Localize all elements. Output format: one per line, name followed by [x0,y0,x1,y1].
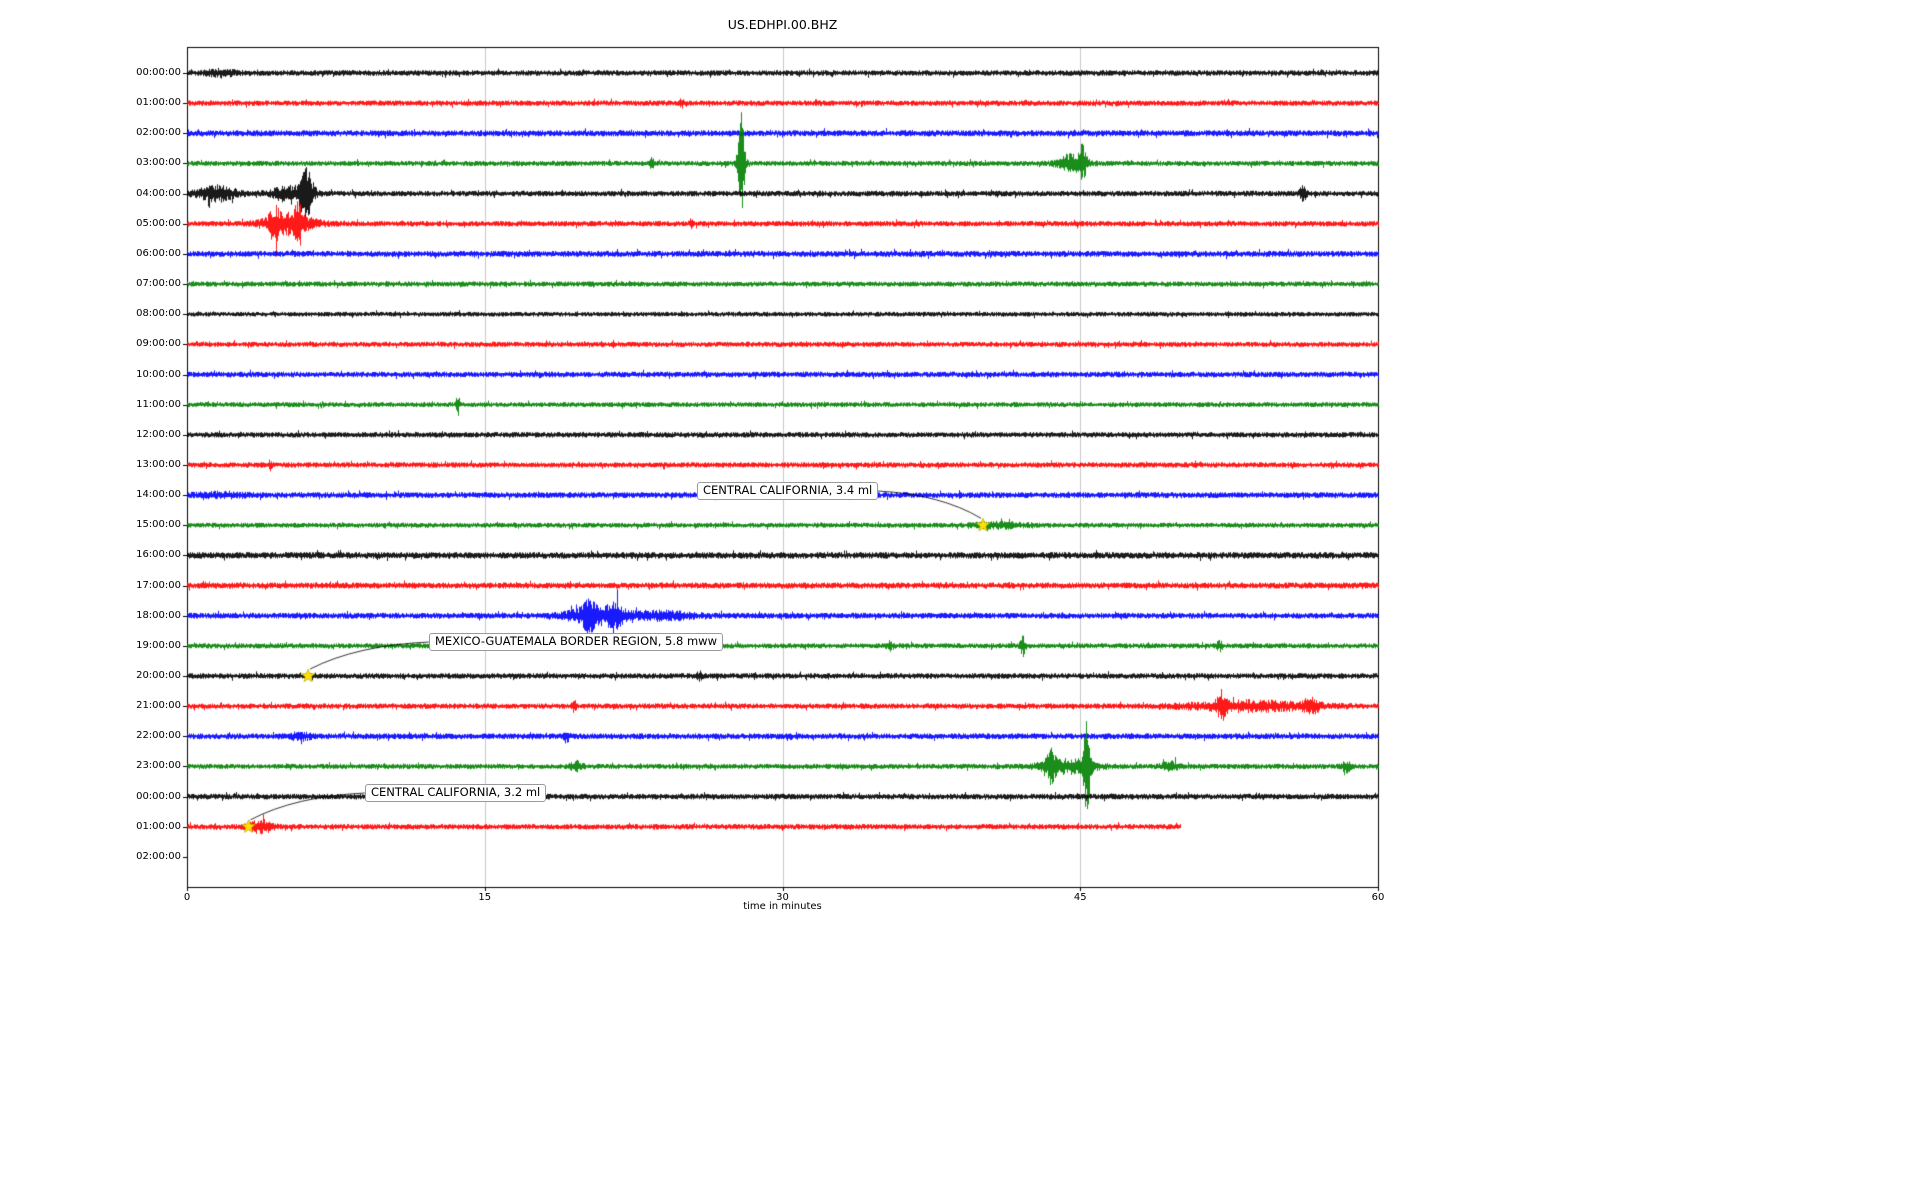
time-label: 19:00:00 [136,639,181,651]
time-label: 06:00:00 [136,247,181,259]
time-label: 13:00:00 [136,458,181,470]
minute-tick-label: 30 [776,892,789,903]
time-label: 07:00:00 [136,278,181,290]
time-label: 04:00:00 [136,187,181,199]
time-label: 10:00:00 [136,368,181,380]
time-label: 22:00:00 [136,730,181,742]
time-label: 00:00:00 [136,67,181,78]
time-label: 15:00:00 [136,519,181,531]
time-label: 00:00:00 [136,790,181,802]
time-label: 21:00:00 [136,700,181,712]
minute-tick-label: 60 [1371,892,1385,903]
time-label: 09:00:00 [136,338,181,350]
time-label: 05:00:00 [136,217,181,229]
event-annotation: CENTRAL CALIFORNIA, 3.2 ml [365,784,547,802]
time-label: 12:00:00 [136,428,181,440]
time-label: 23:00:00 [136,760,181,772]
time-label: 17:00:00 [136,579,181,591]
minute-tick-label: 0 [183,892,191,903]
time-label: 14:00:00 [136,489,181,501]
event-annotation: CENTRAL CALIFORNIA, 3.4 ml [697,482,879,500]
time-label: 18:00:00 [136,609,181,621]
time-label: 11:00:00 [136,398,181,410]
event-annotation: MEXICO-GUATEMALA BORDER REGION, 5.8 mww [429,633,723,651]
time-label: 01:00:00 [136,97,181,109]
minute-tick-label: 15 [478,892,492,903]
time-label: 02:00:00 [136,127,181,139]
time-label: 02:00:00 [136,850,181,862]
time-label: 16:00:00 [136,549,181,561]
time-label: 20:00:00 [136,670,181,681]
minute-tick-label: 45 [1073,892,1087,903]
chart-title: US.EDHPI.00.BHZ [727,17,838,32]
time-label: 01:00:00 [136,820,181,832]
time-label: 08:00:00 [136,308,181,320]
x-axis-label: time in minutes [743,901,822,912]
time-label: 03:00:00 [136,157,181,169]
